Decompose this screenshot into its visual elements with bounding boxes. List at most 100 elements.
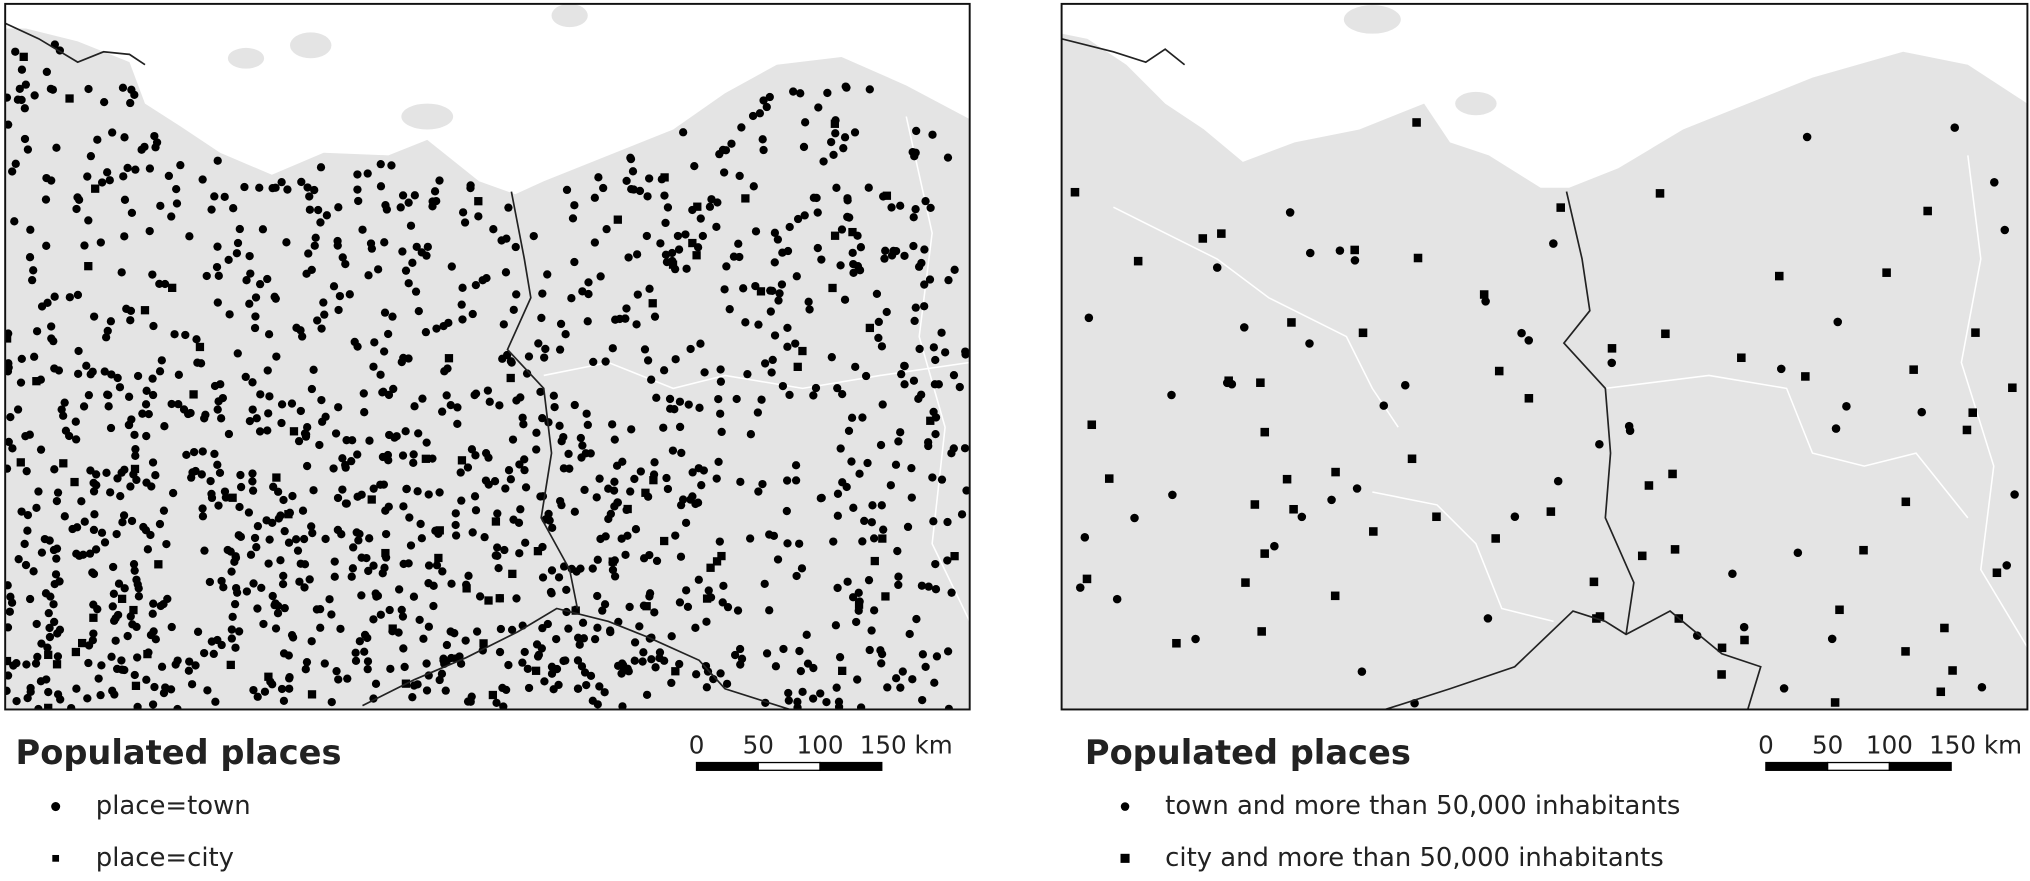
place-marker	[5, 581, 12, 590]
place-marker	[814, 103, 823, 112]
place-marker	[390, 433, 399, 442]
place-marker	[702, 594, 712, 603]
place-marker	[435, 176, 444, 185]
place-marker	[106, 317, 116, 326]
scale-bar-label: 0	[689, 730, 705, 759]
river	[1960, 155, 2028, 648]
place-marker	[224, 255, 233, 265]
place-marker	[245, 416, 255, 426]
place-marker	[524, 352, 534, 361]
place-marker	[720, 285, 729, 294]
place-marker	[167, 399, 176, 409]
place-marker	[1070, 187, 1080, 197]
place-marker	[625, 602, 634, 612]
place-marker	[1831, 424, 1841, 433]
place-marker	[679, 128, 688, 137]
place-marker	[215, 468, 225, 478]
place-marker	[283, 185, 292, 194]
place-marker	[1940, 623, 1949, 633]
place-marker	[43, 643, 52, 652]
place-marker	[580, 668, 590, 677]
place-marker	[881, 592, 890, 601]
place-marker	[187, 680, 197, 689]
place-marker	[932, 652, 942, 661]
place-marker	[488, 690, 498, 700]
place-marker	[451, 509, 460, 518]
place-marker	[80, 241, 89, 250]
place-marker	[422, 686, 432, 695]
place-marker	[337, 530, 346, 539]
place-marker	[21, 560, 31, 570]
place-marker	[877, 501, 886, 510]
place-marker	[911, 204, 920, 214]
place-marker	[502, 234, 511, 243]
border	[1061, 38, 1186, 66]
place-marker	[5, 464, 12, 473]
place-marker	[409, 681, 419, 690]
place-marker	[457, 456, 467, 465]
place-marker	[601, 357, 610, 366]
place-marker	[544, 509, 553, 519]
place-marker	[573, 684, 583, 693]
place-marker	[782, 476, 792, 485]
place-marker	[84, 84, 93, 94]
place-marker	[155, 519, 165, 529]
place-marker	[376, 182, 386, 191]
sea	[1061, 3, 2028, 188]
place-marker	[422, 438, 431, 447]
place-marker	[791, 476, 801, 485]
place-marker	[881, 246, 890, 255]
place-marker	[661, 218, 670, 228]
place-marker	[1644, 481, 1654, 490]
place-marker	[34, 704, 43, 710]
place-marker	[640, 345, 650, 354]
place-marker	[143, 545, 153, 554]
river	[1605, 374, 1969, 519]
place-marker	[1167, 390, 1176, 400]
place-marker	[172, 199, 182, 208]
place-marker	[533, 546, 543, 556]
place-marker	[783, 539, 792, 548]
place-marker	[791, 339, 800, 348]
place-marker	[779, 644, 788, 654]
place-marker	[234, 531, 243, 540]
place-marker	[870, 606, 879, 615]
place-marker	[67, 703, 76, 710]
place-marker	[424, 622, 434, 631]
place-marker	[414, 306, 423, 316]
place-marker	[52, 660, 62, 669]
place-marker	[508, 569, 517, 579]
place-marker	[293, 546, 303, 555]
place-marker	[802, 630, 811, 639]
place-marker	[219, 583, 228, 592]
place-marker	[843, 196, 852, 205]
place-marker	[54, 366, 64, 375]
place-marker	[379, 347, 389, 356]
place-marker	[760, 359, 770, 368]
place-marker	[408, 258, 417, 267]
place-marker	[1282, 474, 1292, 484]
place-marker	[380, 563, 389, 572]
place-marker	[399, 502, 408, 511]
place-marker	[335, 291, 345, 301]
place-marker	[297, 177, 306, 187]
place-marker	[119, 172, 128, 181]
place-marker	[376, 160, 385, 169]
place-marker	[384, 390, 394, 400]
place-marker	[656, 239, 665, 248]
place-marker	[675, 397, 685, 406]
place-marker	[300, 583, 309, 592]
place-marker	[245, 299, 254, 308]
place-marker	[570, 257, 579, 267]
place-marker	[1483, 614, 1493, 623]
place-marker	[915, 344, 924, 354]
place-marker	[495, 594, 505, 603]
place-marker	[252, 414, 261, 423]
place-marker	[310, 241, 319, 250]
place-marker	[233, 238, 243, 248]
place-marker	[462, 584, 471, 593]
place-marker	[957, 510, 967, 519]
place-marker	[118, 83, 128, 92]
place-marker	[1774, 271, 1784, 281]
place-marker	[364, 566, 373, 576]
